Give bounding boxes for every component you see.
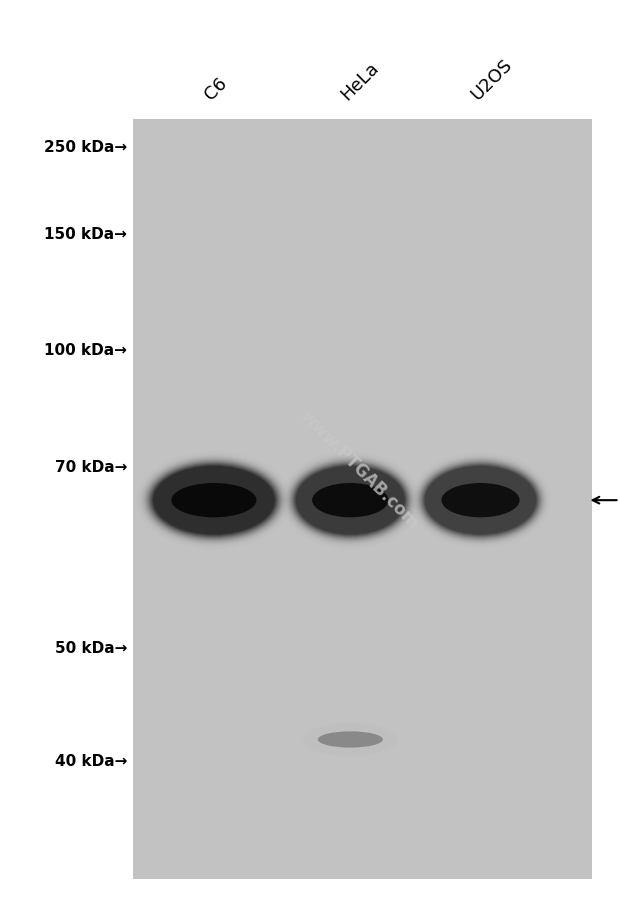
Ellipse shape (285, 456, 416, 545)
Bar (133, 120, 592, 879)
Ellipse shape (300, 722, 401, 758)
Ellipse shape (425, 466, 536, 535)
Ellipse shape (441, 483, 520, 518)
Ellipse shape (291, 462, 410, 539)
Ellipse shape (289, 460, 412, 541)
Ellipse shape (423, 465, 538, 537)
Ellipse shape (423, 465, 538, 536)
Ellipse shape (151, 465, 277, 537)
Text: C6: C6 (201, 74, 231, 104)
Text: 50 kDa→: 50 kDa→ (55, 640, 127, 655)
Ellipse shape (420, 463, 541, 538)
Ellipse shape (293, 464, 408, 538)
Ellipse shape (296, 466, 405, 535)
Text: 150 kDa→: 150 kDa→ (44, 227, 127, 242)
Ellipse shape (290, 461, 411, 540)
Ellipse shape (418, 460, 543, 541)
Ellipse shape (415, 458, 546, 543)
Ellipse shape (302, 723, 399, 757)
Text: www.PTGAB.com: www.PTGAB.com (297, 407, 422, 531)
Text: 250 kDa→: 250 kDa→ (44, 140, 127, 154)
Ellipse shape (144, 459, 283, 542)
Ellipse shape (149, 463, 279, 538)
Ellipse shape (150, 464, 278, 538)
Ellipse shape (146, 460, 282, 541)
Ellipse shape (287, 458, 414, 543)
Ellipse shape (152, 465, 276, 536)
Ellipse shape (153, 466, 275, 535)
Ellipse shape (286, 457, 415, 544)
Ellipse shape (148, 462, 280, 539)
Ellipse shape (288, 459, 413, 542)
Ellipse shape (312, 483, 389, 518)
Text: U2OS: U2OS (467, 56, 516, 104)
Ellipse shape (143, 458, 285, 543)
Ellipse shape (171, 483, 257, 518)
Ellipse shape (304, 723, 397, 756)
Text: 70 kDa→: 70 kDa→ (55, 460, 127, 474)
Ellipse shape (294, 465, 406, 536)
Ellipse shape (417, 459, 544, 542)
Ellipse shape (292, 463, 409, 538)
Ellipse shape (317, 732, 383, 748)
Ellipse shape (420, 462, 541, 539)
Ellipse shape (146, 461, 281, 540)
Ellipse shape (415, 457, 546, 544)
Ellipse shape (294, 465, 407, 537)
Ellipse shape (141, 456, 287, 545)
Ellipse shape (422, 464, 539, 538)
Ellipse shape (142, 457, 286, 544)
Text: 100 kDa→: 100 kDa→ (44, 343, 127, 357)
Text: 40 kDa→: 40 kDa→ (55, 753, 127, 768)
Ellipse shape (418, 461, 542, 540)
Text: HeLa: HeLa (337, 59, 383, 104)
Ellipse shape (414, 456, 547, 545)
